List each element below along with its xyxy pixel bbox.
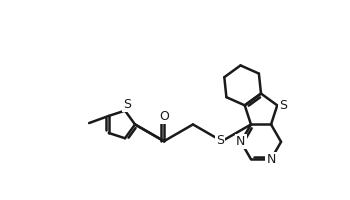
Text: S: S <box>123 98 131 111</box>
Text: N: N <box>266 153 276 166</box>
Text: S: S <box>216 134 224 147</box>
Text: O: O <box>159 110 169 123</box>
Text: S: S <box>279 99 287 112</box>
Text: N: N <box>236 135 246 148</box>
